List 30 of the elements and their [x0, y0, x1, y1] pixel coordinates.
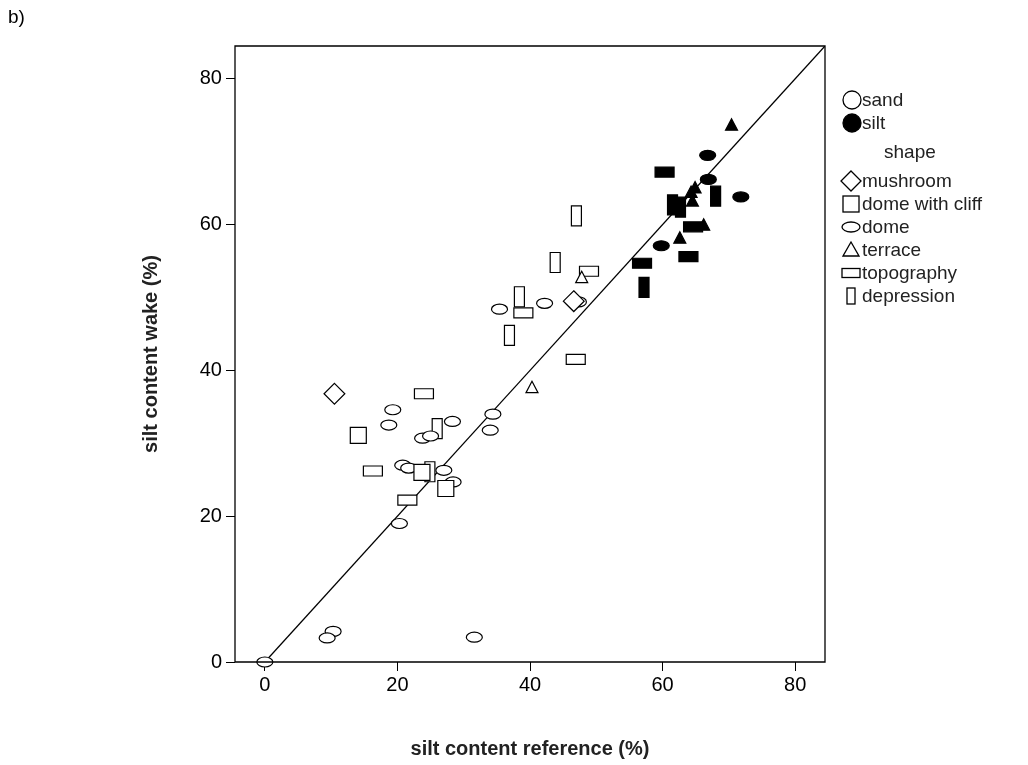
- text: silt: [862, 111, 886, 134]
- point: [349, 426, 367, 444]
- legend-label: mushroom: [862, 169, 952, 192]
- point: [323, 382, 346, 405]
- x-tick-label: 0: [259, 672, 271, 695]
- legend-label: topography: [862, 261, 958, 284]
- y-tick-label: 20: [199, 503, 222, 526]
- y-tick-label: 0: [210, 649, 222, 672]
- point: [390, 517, 408, 530]
- point: [437, 479, 455, 498]
- x-tick-label: 20: [386, 672, 409, 695]
- legend-label: dome with cliff: [862, 192, 983, 215]
- legend-label: dome: [862, 215, 910, 238]
- y-axis-title: silt content wake (%): [138, 255, 161, 453]
- legend-label: depression: [862, 284, 955, 307]
- y-tick-label: 60: [199, 212, 222, 235]
- point: [413, 463, 431, 482]
- text: sand: [862, 88, 904, 111]
- text: b): [8, 6, 25, 28]
- y-tick-label: 40: [199, 357, 222, 380]
- y-tick-label: 80: [199, 66, 222, 89]
- x-tick-label: 40: [518, 672, 542, 695]
- point: [673, 231, 687, 244]
- point: [562, 290, 585, 313]
- x-tick-label: 80: [784, 672, 807, 695]
- x-axis-title: silt content reference (%): [410, 736, 650, 759]
- legend-label: terrace: [862, 238, 922, 261]
- legend-title: shape: [883, 140, 937, 163]
- point: [724, 118, 739, 131]
- x-tick-label: 60: [651, 672, 674, 695]
